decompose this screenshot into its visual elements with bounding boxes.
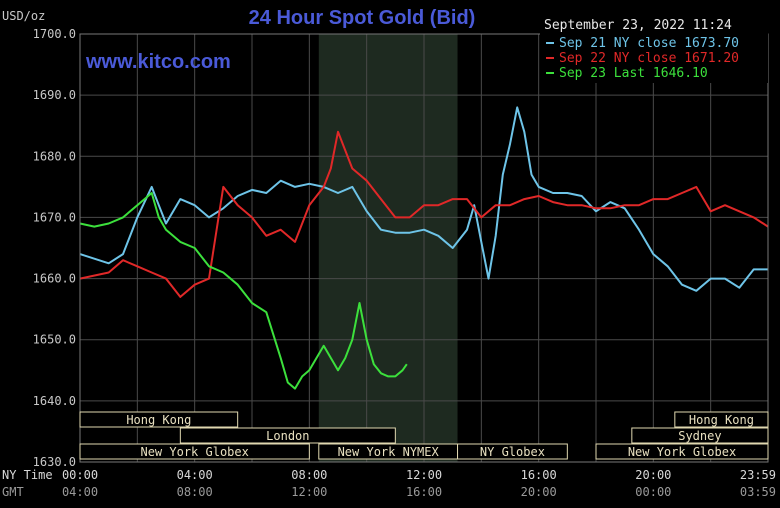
session-label: Sydney xyxy=(678,429,721,443)
x-tick-label: 16:00 xyxy=(406,485,442,499)
x-tick-label: 04:00 xyxy=(177,468,213,482)
session-label: New York Globex xyxy=(628,445,736,459)
y-axis-ticks: 1700.0 1690.0 1680.0 1670.0 1660.0 1650.0 1640… xyxy=(33,27,76,469)
series-line-1 xyxy=(79,106,768,292)
x-tick-label: 08:00 xyxy=(291,468,327,482)
session-box xyxy=(631,427,769,444)
session-label: NY Globex xyxy=(480,445,545,459)
x-tick-label: 12:00 xyxy=(291,485,327,499)
series-line-3 xyxy=(79,192,408,390)
plot-frame xyxy=(79,33,769,463)
session-box xyxy=(179,427,396,444)
x-tick-label: 23:59 xyxy=(740,468,776,482)
session-box xyxy=(674,411,769,428)
chart-timestamp: September 23, 2022 11:24 xyxy=(544,18,732,33)
y-tick-label: 1700.0 xyxy=(33,27,76,41)
x-tick-label: 16:00 xyxy=(521,468,557,482)
session-box xyxy=(457,443,568,460)
x-tick-label: 00:00 xyxy=(635,485,671,499)
y-tick-label: 1690.0 xyxy=(33,88,76,102)
y-tick-label: 1670.0 xyxy=(33,210,76,224)
session-label: London xyxy=(266,429,309,443)
x-tick-label: 08:00 xyxy=(177,485,213,499)
legend-entry: Sep 23 Last 1646.10 xyxy=(559,66,708,81)
shaded-session-band xyxy=(318,34,458,462)
session-label: Hong Kong xyxy=(689,413,754,427)
x-axis-row-label: GMT xyxy=(2,485,24,499)
series-line-2 xyxy=(79,130,769,298)
y-tick-label: 1630.0 xyxy=(33,455,76,469)
y-tick-label: 1680.0 xyxy=(33,149,76,163)
session-label: New York Globex xyxy=(140,445,248,459)
session-label: Hong Kong xyxy=(126,413,191,427)
legend-box xyxy=(540,33,768,83)
price-series xyxy=(79,106,769,390)
x-tick-label: 20:00 xyxy=(521,485,557,499)
session-box xyxy=(79,411,239,428)
y-tick-label: 1650.0 xyxy=(33,333,76,347)
x-tick-label: 04:00 xyxy=(62,485,98,499)
session-box xyxy=(79,443,310,460)
chart-title: 24 Hour Spot Gold (Bid) xyxy=(249,7,476,29)
legend-entry: Sep 22 NY close 1671.20 xyxy=(559,51,739,66)
legend-entry: Sep 21 NY close 1673.70 xyxy=(559,36,739,51)
session-label: New York NYMEX xyxy=(338,445,440,459)
x-tick-label: 00:00 xyxy=(62,468,98,482)
x-axis-row-label: NY Time xyxy=(2,468,53,482)
x-tick-label: 03:59 xyxy=(740,485,776,499)
kitco-watermark: www.kitco.com xyxy=(85,51,231,73)
x-axis-ticks: NY Time 00:00 04:00 08:00 12:00 16:00 20:00 23:… xyxy=(2,468,776,499)
y-tick-label: 1660.0 xyxy=(33,272,76,286)
session-box xyxy=(595,443,769,460)
nymex-session-shade xyxy=(318,34,458,462)
trading-sessions: Hong Kong Hong Kong London Sydney New York G… xyxy=(79,411,769,460)
y-tick-label: 1640.0 xyxy=(33,394,76,408)
y-axis-label: USD/oz xyxy=(2,9,45,23)
x-tick-label: 20:00 xyxy=(635,468,671,482)
x-tick-label: 12:00 xyxy=(406,468,442,482)
